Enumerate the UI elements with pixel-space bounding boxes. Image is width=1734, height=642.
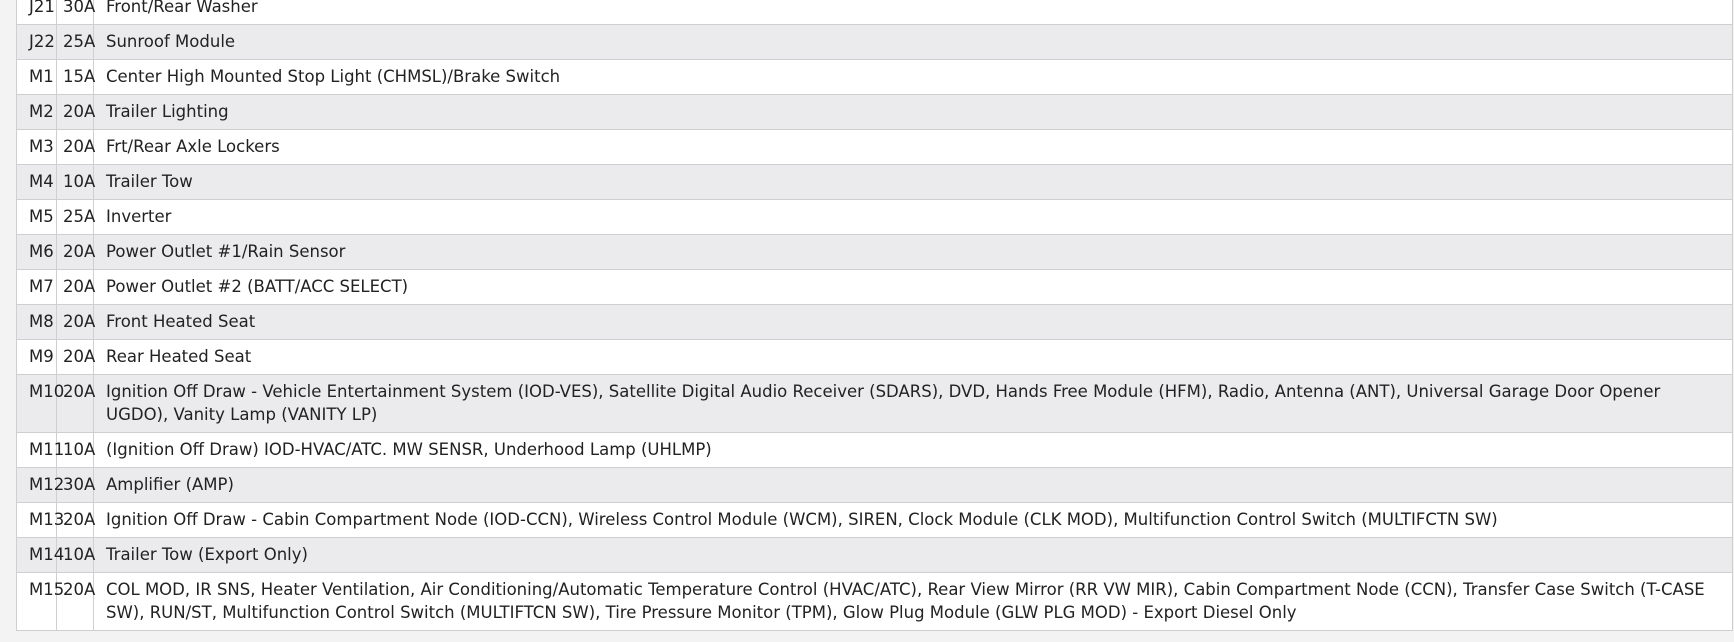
table-row: J21 30A Front/Rear Washer — [16, 0, 1733, 25]
description-cell: Power Outlet #1/Rain Sensor — [93, 234, 1733, 270]
description-cell: Sunroof Module — [93, 24, 1733, 60]
rating-cell: 20A — [56, 502, 95, 538]
cavity-cell: M13 — [16, 502, 64, 538]
cavity-cell: M3 — [16, 129, 57, 165]
rating-cell: 10A — [56, 432, 95, 468]
table-row: M2 20A Trailer Lighting — [16, 94, 1733, 130]
description-cell: Trailer Tow (Export Only) — [93, 537, 1733, 573]
cavity-cell: J22 — [16, 24, 57, 60]
description-cell: Ignition Off Draw - Vehicle Entertainmen… — [93, 374, 1733, 433]
table-row: M10 20A Ignition Off Draw - Vehicle Entert… — [16, 374, 1733, 433]
cavity-cell: M11 — [16, 432, 64, 468]
rating-cell: 10A — [56, 164, 95, 200]
table-row: M9 20A Rear Heated Seat — [16, 339, 1733, 375]
description-cell: Rear Heated Seat — [93, 339, 1733, 375]
table-row: M4 10A Trailer Tow — [16, 164, 1733, 200]
cavity-cell: M9 — [16, 339, 57, 375]
cavity-cell: M4 — [16, 164, 57, 200]
rating-cell: 20A — [56, 339, 95, 375]
description-cell: Amplifier (AMP) — [93, 467, 1733, 503]
description-cell: Trailer Tow — [93, 164, 1733, 200]
table-row: M14 10A Trailer Tow (Export Only) — [16, 537, 1733, 573]
table-row: M12 30A Amplifier (AMP) — [16, 467, 1733, 503]
table-row: M15 20A COL MOD, IR SNS, Heater Ventilatio… — [16, 572, 1733, 631]
cavity-cell: M8 — [16, 304, 57, 340]
description-cell: Power Outlet #2 (BATT/ACC SELECT) — [93, 269, 1733, 305]
table-row: M13 20A Ignition Off Draw - Cabin Compartm… — [16, 502, 1733, 538]
rating-cell: 10A — [56, 537, 95, 573]
table-row: M3 20A Frt/Rear Axle Lockers — [16, 129, 1733, 165]
rating-cell: 20A — [56, 304, 95, 340]
rating-cell: 30A — [56, 0, 95, 25]
cavity-cell: M10 — [16, 374, 64, 433]
rating-cell: 25A — [56, 199, 95, 235]
description-cell: Ignition Off Draw - Cabin Compartment No… — [93, 502, 1733, 538]
cavity-cell: M15 — [16, 572, 64, 631]
fuse-table: J21 30A Front/Rear Washer J22 25A Sunroof Mod… — [16, 0, 1733, 631]
rating-cell: 20A — [56, 234, 95, 270]
cavity-cell: M14 — [16, 537, 64, 573]
cavity-cell: M12 — [16, 467, 64, 503]
cavity-cell: J21 — [16, 0, 57, 25]
rating-cell: 20A — [56, 374, 95, 433]
rating-cell: 30A — [56, 467, 95, 503]
table-row: M11 10A (Ignition Off Draw) IOD-HVAC/ATC. … — [16, 432, 1733, 468]
cavity-cell: M7 — [16, 269, 57, 305]
rating-cell: 20A — [56, 269, 95, 305]
cavity-cell: M6 — [16, 234, 57, 270]
table-row: M8 20A Front Heated Seat — [16, 304, 1733, 340]
rating-cell: 20A — [56, 94, 95, 130]
table-row: M7 20A Power Outlet #2 (BATT/ACC SELECT) — [16, 269, 1733, 305]
description-cell: (Ignition Off Draw) IOD-HVAC/ATC. MW SEN… — [93, 432, 1733, 468]
rating-cell: 20A — [56, 572, 95, 631]
cavity-cell: M2 — [16, 94, 57, 130]
description-cell: Frt/Rear Axle Lockers — [93, 129, 1733, 165]
table-row: M5 25A Inverter — [16, 199, 1733, 235]
rating-cell: 25A — [56, 24, 95, 60]
description-cell: Front Heated Seat — [93, 304, 1733, 340]
rating-cell: 20A — [56, 129, 95, 165]
cavity-cell: M5 — [16, 199, 57, 235]
fuse-table-container: J21 30A Front/Rear Washer J22 25A Sunroof Mod… — [16, 0, 1733, 631]
cavity-cell: M1 — [16, 59, 57, 95]
rating-cell: 15A — [56, 59, 95, 95]
description-cell: Trailer Lighting — [93, 94, 1733, 130]
description-cell: Inverter — [93, 199, 1733, 235]
table-row: M1 15A Center High Mounted Stop Light (CHM… — [16, 59, 1733, 95]
table-row: J22 25A Sunroof Module — [16, 24, 1733, 60]
description-cell: COL MOD, IR SNS, Heater Ventilation, Air… — [93, 572, 1733, 631]
description-cell: Front/Rear Washer — [93, 0, 1733, 25]
table-row: M6 20A Power Outlet #1/Rain Sensor — [16, 234, 1733, 270]
description-cell: Center High Mounted Stop Light (CHMSL)/B… — [93, 59, 1733, 95]
